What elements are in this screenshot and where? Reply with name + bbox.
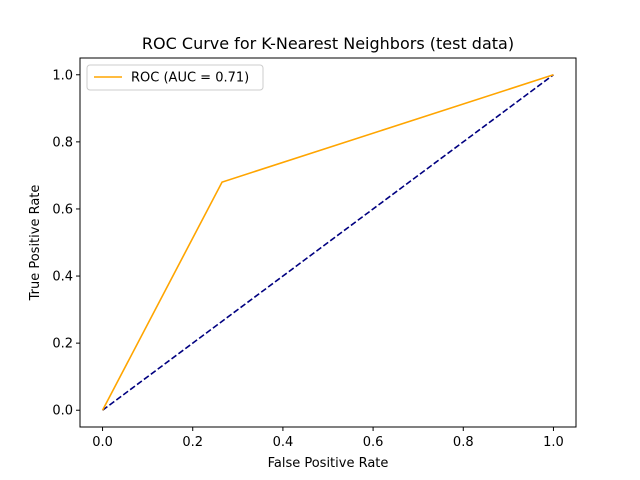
x-axis-label: False Positive Rate <box>268 456 389 471</box>
plot-frame <box>79 57 577 428</box>
axis-ticks: 0.0 0.2 0.4 0.6 0.8 1.0 0.0 0.2 0.4 0.6 0.8 1.0 <box>52 68 563 450</box>
chart-title: ROC Curve for K-Nearest Neighbors (test … <box>142 34 514 53</box>
series-line-roc <box>101 74 554 411</box>
y-tick-label: 0.6 <box>52 202 73 217</box>
legend-box <box>86 64 264 91</box>
legend-label: ROC (AUC = 0.71) <box>131 71 249 86</box>
x-tick-label: 0.4 <box>273 435 294 450</box>
series-line-chance <box>102 74 554 411</box>
legend: ROC (AUC = 0.71) <box>86 64 264 91</box>
y-axis-label: True Positive Rate <box>28 185 43 302</box>
y-tick-label: 0.4 <box>52 270 73 285</box>
y-tick-label: 1.0 <box>52 68 73 83</box>
x-tick-label: 1.0 <box>543 435 564 450</box>
x-tick-label: 0.2 <box>182 435 203 450</box>
x-tick-label: 0.6 <box>363 435 384 450</box>
y-tick-label: 0.8 <box>52 135 73 150</box>
y-tick-label: 0.0 <box>52 404 73 419</box>
x-tick-label: 0.8 <box>453 435 474 450</box>
x-tick-label: 0.0 <box>92 435 113 450</box>
plot-area <box>101 74 554 411</box>
y-tick-label: 0.2 <box>52 337 73 352</box>
